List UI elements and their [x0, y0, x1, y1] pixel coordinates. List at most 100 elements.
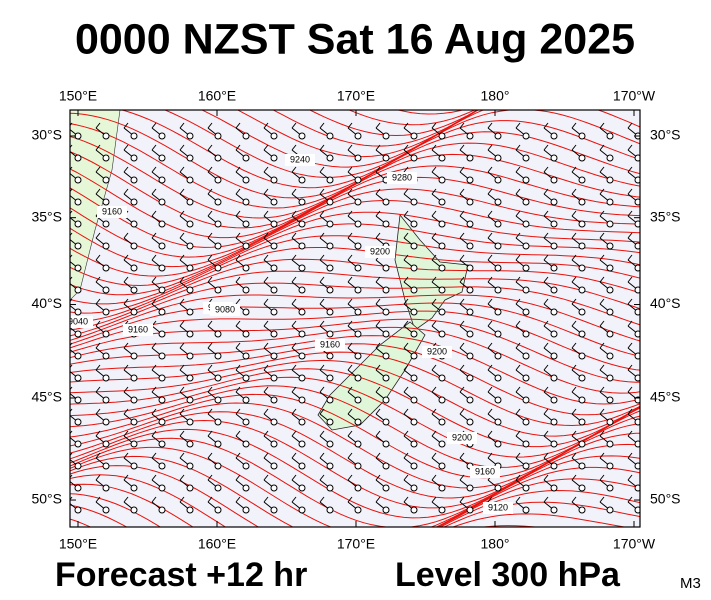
barb-flag — [403, 232, 409, 239]
barb-flag — [70, 364, 73, 369]
station — [634, 242, 640, 250]
wind-barb — [123, 298, 138, 316]
station — [242, 286, 250, 294]
station — [326, 176, 334, 184]
barb-flag — [319, 430, 325, 437]
station — [130, 440, 138, 448]
barb-flag — [543, 254, 549, 261]
barb-flag — [70, 430, 73, 435]
station — [494, 374, 502, 382]
station — [130, 132, 138, 140]
barb-flag — [207, 122, 213, 129]
wind-barb — [347, 430, 362, 448]
station — [354, 176, 362, 184]
contour-label-box — [422, 346, 452, 358]
barb-flag — [319, 386, 325, 393]
wind-barb — [543, 144, 558, 162]
barb-flag — [487, 188, 493, 195]
wind-barb — [179, 166, 194, 184]
barb-flag — [515, 232, 521, 239]
barb-flag — [375, 166, 381, 173]
wind-barb — [487, 166, 502, 184]
barb-flag — [347, 210, 353, 217]
title: 0000 NZST Sat 16 Aug 2025 — [75, 15, 635, 63]
wind-barb — [179, 122, 194, 140]
barb-flag — [403, 474, 409, 481]
barb-flag — [319, 122, 325, 129]
station — [438, 132, 446, 140]
contour-label-box — [285, 154, 315, 166]
wind-barb — [487, 386, 502, 404]
wind-barb — [627, 144, 640, 162]
station — [550, 154, 558, 162]
wind-barb — [459, 166, 474, 184]
barb-flag — [123, 430, 129, 437]
wind-barb — [487, 122, 502, 140]
wind-barb — [291, 496, 306, 514]
station — [298, 396, 306, 404]
station — [158, 352, 166, 360]
station — [578, 374, 586, 382]
station — [466, 418, 474, 426]
barb-flag — [179, 166, 185, 173]
barb-flag — [375, 276, 381, 283]
barb-flag — [375, 298, 381, 305]
wind-barb — [403, 364, 418, 382]
wind-barb — [487, 254, 502, 272]
barb-flag — [70, 232, 73, 237]
station — [410, 132, 418, 140]
station — [214, 242, 222, 250]
lon-label-top: 180° — [481, 88, 510, 104]
station — [354, 154, 362, 162]
wind-barb — [207, 364, 222, 382]
station — [606, 264, 614, 272]
wind-barb — [515, 276, 530, 294]
station — [326, 440, 334, 448]
wind-barb — [487, 364, 502, 382]
barb-flag — [431, 320, 437, 327]
station — [578, 330, 586, 338]
barb-flag — [571, 320, 577, 327]
station — [130, 176, 138, 184]
wind-barb — [487, 232, 502, 250]
wind-barb — [571, 166, 586, 184]
station — [186, 462, 194, 470]
barb-flag — [571, 166, 577, 173]
station — [634, 198, 640, 206]
barb-flag — [179, 342, 185, 349]
station — [634, 330, 640, 338]
station — [550, 176, 558, 184]
station — [186, 352, 194, 360]
contour-label: 9040 — [68, 316, 88, 326]
wind-barb — [179, 386, 194, 404]
station — [102, 462, 110, 470]
station — [102, 220, 110, 228]
station — [382, 308, 390, 316]
station — [550, 462, 558, 470]
barb-flag — [179, 122, 185, 129]
barb-flag — [151, 188, 157, 195]
station — [130, 242, 138, 250]
barb-flag — [207, 408, 213, 415]
station — [130, 264, 138, 272]
barb-flag — [515, 188, 521, 195]
barb-flag — [235, 254, 241, 261]
station — [578, 242, 586, 250]
barb-flag — [487, 276, 493, 283]
wind-barb — [627, 364, 640, 382]
wind-barb — [571, 122, 586, 140]
barb-flag — [263, 364, 269, 371]
lat-label-right: 40°S — [650, 295, 681, 311]
station — [466, 506, 474, 514]
wind-barb — [235, 188, 250, 206]
station — [494, 396, 502, 404]
wind-barb — [151, 364, 166, 382]
wind-barb — [151, 430, 166, 448]
barb-flag — [403, 298, 409, 305]
station — [74, 286, 82, 294]
station — [298, 440, 306, 448]
station — [578, 418, 586, 426]
wind-barb — [70, 298, 82, 316]
wind-barb — [263, 210, 278, 228]
